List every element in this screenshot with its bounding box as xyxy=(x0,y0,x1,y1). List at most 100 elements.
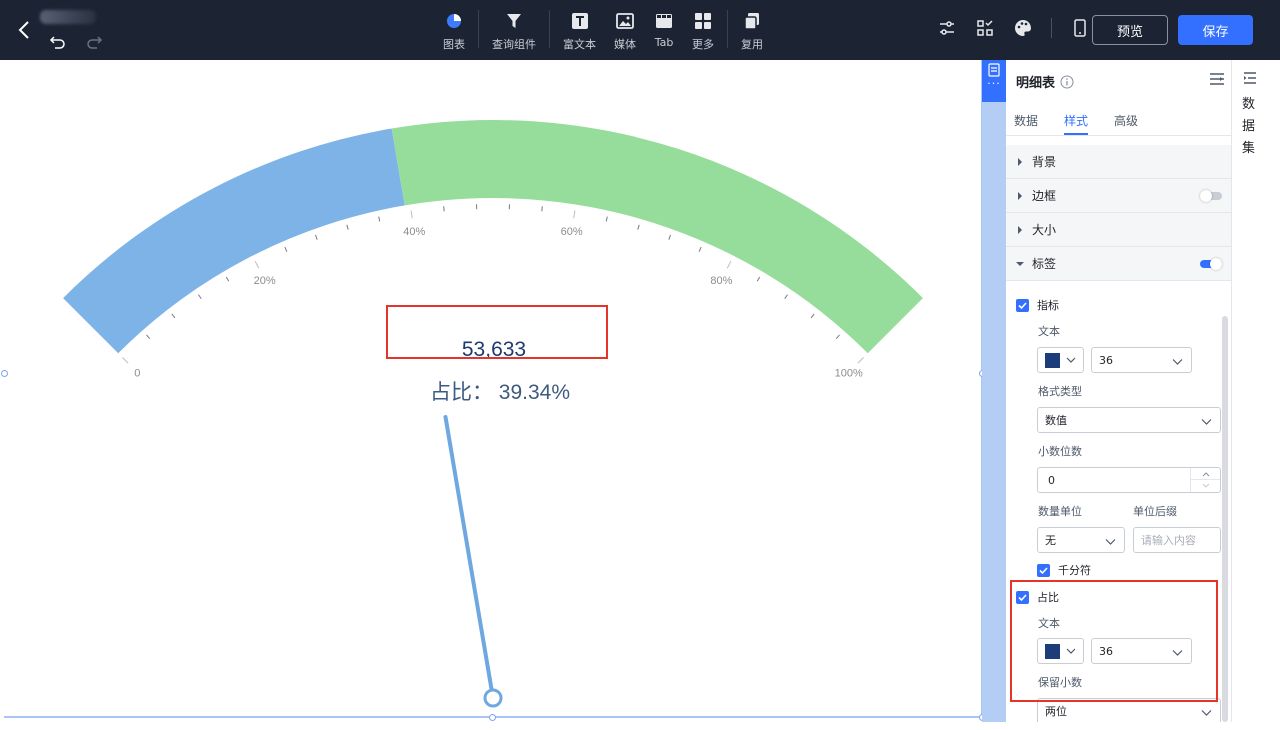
tool-media-label: 媒体 xyxy=(614,38,636,51)
unit-select[interactable]: 无 xyxy=(1037,527,1125,553)
palette-icon[interactable] xyxy=(1013,18,1033,38)
tab-advanced[interactable]: 高级 xyxy=(1114,114,1139,128)
metric-checkbox-row[interactable]: 指标 xyxy=(1016,297,1059,313)
resize-handle[interactable] xyxy=(489,714,496,721)
metric-font-size-select[interactable]: 36 xyxy=(1091,347,1192,373)
tool-rich-text[interactable]: 富文本 xyxy=(554,8,605,52)
insert-toolbar: 图表 查询组件 富文本 媒体 Tab 更多 复用 xyxy=(434,8,772,54)
tool-reuse[interactable]: 复用 xyxy=(732,8,772,52)
top-toolbar: 图表 查询组件 富文本 媒体 Tab 更多 复用 xyxy=(0,0,1280,60)
metric-checkbox[interactable] xyxy=(1016,298,1029,312)
label-toggle[interactable] xyxy=(1200,257,1222,270)
back-button[interactable] xyxy=(14,16,36,44)
metric-checkbox-label: 指标 xyxy=(1037,299,1059,312)
ratio-font-size-select[interactable]: 36 xyxy=(1091,638,1192,664)
metric-color-picker[interactable] xyxy=(1037,347,1084,373)
section-label[interactable]: 标签 xyxy=(1006,247,1231,281)
chevron-down-icon xyxy=(1066,648,1076,654)
gauge-tick xyxy=(810,313,815,319)
format-type-label: 格式类型 xyxy=(1038,385,1082,398)
section-border[interactable]: 边框 xyxy=(1006,179,1231,213)
unit-label: 数量单位 xyxy=(1038,505,1082,518)
filter-icon xyxy=(507,14,521,28)
tool-more[interactable]: 更多 xyxy=(683,8,723,52)
tab-style[interactable]: 样式 xyxy=(1064,104,1089,135)
suffix-input[interactable]: 请输入内容 xyxy=(1133,527,1221,553)
panel-tabs: 数据 样式 高级 xyxy=(1006,104,1231,136)
suffix-placeholder: 请输入内容 xyxy=(1141,534,1196,547)
panel-header: 明细表 xyxy=(1016,72,1074,91)
ratio-checkbox-row[interactable]: 占比 xyxy=(1016,589,1059,605)
info-icon[interactable] xyxy=(1060,75,1074,89)
resize-handle[interactable] xyxy=(1,370,8,377)
tool-query-component[interactable]: 查询组件 xyxy=(483,8,545,52)
list-menu-icon[interactable] xyxy=(1209,72,1225,86)
gauge-band-filled xyxy=(63,128,405,354)
format-type-value: 数值 xyxy=(1045,414,1067,427)
undo-button[interactable] xyxy=(48,32,68,52)
panel-scrollbar[interactable] xyxy=(1222,316,1228,722)
section-size-label: 大小 xyxy=(1032,223,1057,237)
thousands-checkbox-row[interactable]: 千分符 xyxy=(1037,562,1091,578)
tool-more-label: 更多 xyxy=(692,38,714,51)
gauge-tick-label: 40% xyxy=(403,226,425,238)
decimals-input[interactable]: 0 xyxy=(1037,467,1221,493)
save-button[interactable]: 保存 xyxy=(1178,15,1253,45)
ratio-checkbox[interactable] xyxy=(1016,590,1029,604)
unit-value: 无 xyxy=(1045,534,1056,547)
keep-decimals-select[interactable]: 两位 xyxy=(1037,698,1221,722)
keep-decimals-label: 保留小数 xyxy=(1038,676,1082,689)
collapse-list-icon[interactable] xyxy=(1243,72,1257,84)
section-size[interactable]: 大小 xyxy=(1006,213,1231,247)
more-dots-icon: ··· xyxy=(987,77,1001,90)
mobile-icon[interactable] xyxy=(1070,18,1090,38)
chevron-down-icon xyxy=(1172,359,1183,365)
toolbar-divider xyxy=(727,10,728,48)
component-side-strip: ··· xyxy=(982,60,1006,722)
chart-pie-icon xyxy=(447,14,461,28)
ratio-color-picker[interactable] xyxy=(1037,638,1084,664)
checklist-icon[interactable] xyxy=(975,18,995,38)
preview-button[interactable]: 预览 xyxy=(1092,15,1168,45)
keep-decimals-value: 两位 xyxy=(1045,705,1067,718)
tool-tab[interactable]: Tab xyxy=(645,8,683,49)
dataset-tab[interactable]: 数据集 xyxy=(1242,97,1256,156)
gauge-tick xyxy=(254,260,260,269)
decimals-stepper xyxy=(1190,468,1220,492)
ratio-font-size-value: 36 xyxy=(1099,644,1113,658)
gauge-needle-line xyxy=(443,414,494,691)
section-background[interactable]: 背景 xyxy=(1006,145,1231,179)
dashboard-canvas[interactable]: 0 20% 40% 60% 80% 100% 53,633 占比： 39.34% xyxy=(4,60,982,720)
redo-button[interactable] xyxy=(84,32,104,52)
decimals-label: 小数位数 xyxy=(1038,445,1082,458)
undo-icon xyxy=(49,36,65,49)
component-settings-tab[interactable]: ··· xyxy=(982,60,1006,102)
tool-chart[interactable]: 图表 xyxy=(434,8,474,52)
gauge-tick-label: 100% xyxy=(835,367,863,379)
gauge-tick xyxy=(410,210,413,219)
tool-rich-text-label: 富文本 xyxy=(563,38,596,51)
gauge-tick xyxy=(225,276,230,282)
stepper-down-button[interactable] xyxy=(1191,480,1220,492)
toolbar-divider xyxy=(1051,18,1052,38)
gauge-tick xyxy=(756,276,761,282)
border-toggle[interactable] xyxy=(1200,189,1222,202)
chevron-up-icon xyxy=(1202,471,1209,476)
gauge-tick xyxy=(198,294,202,300)
check-icon xyxy=(1018,593,1027,601)
thousands-checkbox[interactable] xyxy=(1037,563,1050,577)
gauge-tick xyxy=(284,246,288,252)
section-border-label: 边框 xyxy=(1032,189,1057,203)
caret-right-icon xyxy=(1018,157,1022,166)
gauge-tick xyxy=(605,216,608,222)
gauge-chart[interactable]: 0 20% 40% 60% 80% 100% xyxy=(4,60,982,720)
image-icon xyxy=(616,13,634,29)
tab-data[interactable]: 数据 xyxy=(1014,114,1039,128)
format-type-select[interactable]: 数值 xyxy=(1037,407,1221,433)
gauge-tick xyxy=(171,313,176,319)
tool-media[interactable]: 媒体 xyxy=(605,8,645,52)
chevron-down-icon xyxy=(1201,419,1212,425)
sliders-icon[interactable] xyxy=(937,18,957,38)
stepper-up-button[interactable] xyxy=(1191,468,1220,480)
ratio-text-label: 文本 xyxy=(1038,617,1060,630)
